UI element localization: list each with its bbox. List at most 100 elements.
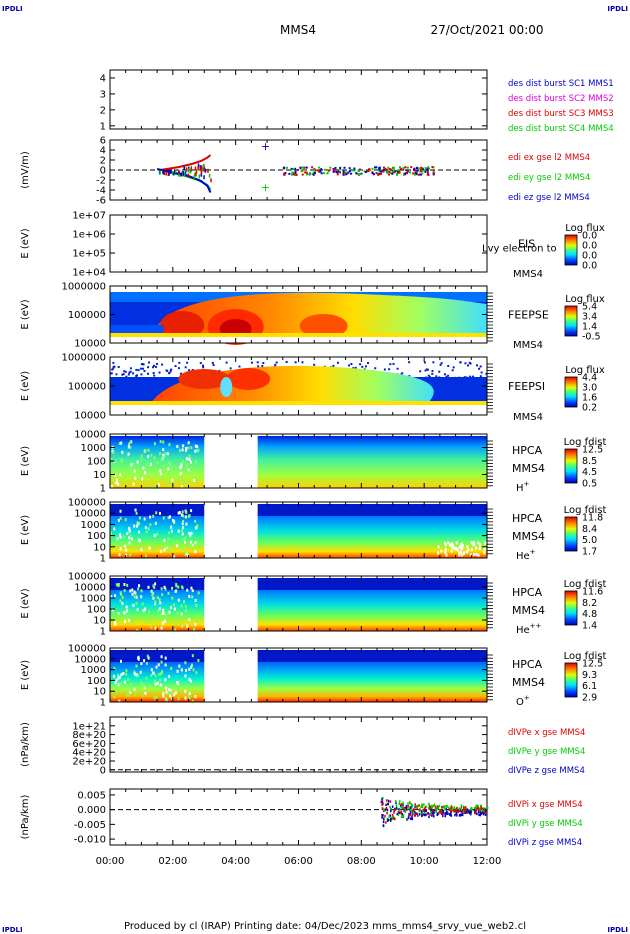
spectrogram-pixel xyxy=(470,548,473,552)
data-point xyxy=(432,172,435,175)
data-point xyxy=(402,806,404,810)
data-point xyxy=(437,812,439,816)
spectrogram-pixel xyxy=(143,686,146,690)
spectrogram-pixel xyxy=(160,587,163,591)
x-tick-label: 00:00 xyxy=(96,856,125,867)
data-point xyxy=(382,796,384,800)
data-point xyxy=(327,169,330,172)
spectrogram-pixel xyxy=(137,673,140,677)
data-point xyxy=(434,807,437,810)
spectrogram-pixel xyxy=(484,541,487,545)
spectrogram-pixel xyxy=(162,692,165,696)
data-point xyxy=(383,809,386,813)
spectrogram-p7 xyxy=(110,502,489,559)
spectrogram-pixel xyxy=(117,683,120,687)
spectrogram-pixel xyxy=(142,466,145,470)
spectrogram-pixel xyxy=(178,361,181,364)
data-point xyxy=(379,170,382,173)
spectrogram-pixel xyxy=(128,442,131,446)
data-point xyxy=(470,807,473,810)
y-axis-label: E (eV) xyxy=(20,660,31,690)
spectrogram-pixel xyxy=(124,518,127,522)
spectrogram-pixel xyxy=(183,540,186,544)
spectrogram-pixel xyxy=(170,667,173,671)
y-tick-label: 1000 xyxy=(81,443,106,454)
y-axis-label: (nPa/km) xyxy=(20,795,31,840)
data-point xyxy=(350,172,353,175)
spectrogram-pixel xyxy=(177,529,180,533)
y-tick-label: 100000 xyxy=(68,572,106,583)
spectrogram-pixel xyxy=(144,554,147,558)
spectrogram-pixel xyxy=(119,547,122,551)
spectrogram-pixel xyxy=(128,529,131,533)
spectrogram-pixel xyxy=(135,511,138,515)
spectrogram-pixel xyxy=(129,534,132,538)
spectrogram-pixel xyxy=(440,362,443,365)
colorbar-title: Log flux xyxy=(565,365,605,376)
legend-entry: dIVPe x gse MMS4 xyxy=(508,728,585,738)
data-point xyxy=(382,802,384,805)
data-point xyxy=(181,171,184,176)
spectrogram-pixel xyxy=(188,696,191,700)
spectrogram-pixel xyxy=(471,375,474,378)
spectrogram-pixel xyxy=(188,531,191,535)
data-point xyxy=(442,811,445,815)
data-point xyxy=(411,815,413,819)
colorbar-tick-label: 0.0 xyxy=(582,261,597,272)
spectrogram-pixel xyxy=(188,454,191,458)
data-point xyxy=(323,168,326,171)
data-point xyxy=(476,812,478,816)
colorbar-tick-label: 8.2 xyxy=(582,598,597,609)
data-point xyxy=(483,811,485,814)
data-point xyxy=(168,171,170,176)
spectrogram-pixel xyxy=(450,543,453,547)
spectrogram-pixel xyxy=(115,678,118,682)
corner-label-bottom-right: IPDLI xyxy=(607,926,628,934)
legend-entry: des dist burst SC4 MMS4 xyxy=(508,124,614,134)
spectrogram-pixel xyxy=(423,361,426,364)
data-point xyxy=(378,172,381,175)
spectrogram-pixel xyxy=(159,613,162,617)
data-point xyxy=(423,809,425,813)
spectrogram-pixel xyxy=(191,595,194,599)
spectrogram-pixel xyxy=(193,627,196,631)
overlay-label: Lvy electron to xyxy=(482,244,557,255)
spectrogram-pixel xyxy=(152,549,155,553)
data-point xyxy=(450,806,452,810)
y-tick-label: 10000 xyxy=(74,654,106,665)
spectrogram-pixel xyxy=(190,531,193,535)
spectrogram-pixel xyxy=(428,375,431,378)
data-point xyxy=(444,812,447,815)
data-point xyxy=(438,804,440,808)
y-tick-label: 0 xyxy=(100,765,106,776)
corner-label-bottom-left: IPDLI xyxy=(2,926,23,934)
spectrogram-pixel xyxy=(156,615,159,619)
spectrogram-pixel xyxy=(110,458,113,462)
spectrogram-pixel xyxy=(110,372,113,375)
spectrogram-pixel xyxy=(174,628,177,632)
data-point xyxy=(311,166,314,169)
spectrogram-pixel xyxy=(140,589,143,593)
spectrogram-pixel xyxy=(125,683,128,687)
spectrogram-pixel xyxy=(184,661,187,665)
spectrogram-pixel xyxy=(173,555,176,559)
data-point xyxy=(396,169,399,172)
spectrogram-pixel xyxy=(162,469,165,473)
data-point xyxy=(371,167,374,170)
spectrogram-pixel xyxy=(121,601,124,605)
spectrogram-pixel xyxy=(180,612,183,616)
spectrogram-pixel xyxy=(114,473,117,477)
data-point xyxy=(292,168,295,171)
data-point xyxy=(390,807,392,811)
data-point xyxy=(168,169,170,174)
spectrogram-pixel xyxy=(274,363,277,366)
data-point xyxy=(420,814,423,818)
colorbar xyxy=(564,590,578,626)
y-tick-label: 1 xyxy=(100,121,106,132)
data-point xyxy=(440,811,442,815)
spectrogram-data-gap xyxy=(204,576,258,631)
spectrogram-pixel xyxy=(137,657,140,661)
spectrogram-pixel xyxy=(156,461,159,465)
spacecraft-label: MMS4 xyxy=(513,269,543,280)
y-tick-label: 6e+20 xyxy=(72,739,106,750)
